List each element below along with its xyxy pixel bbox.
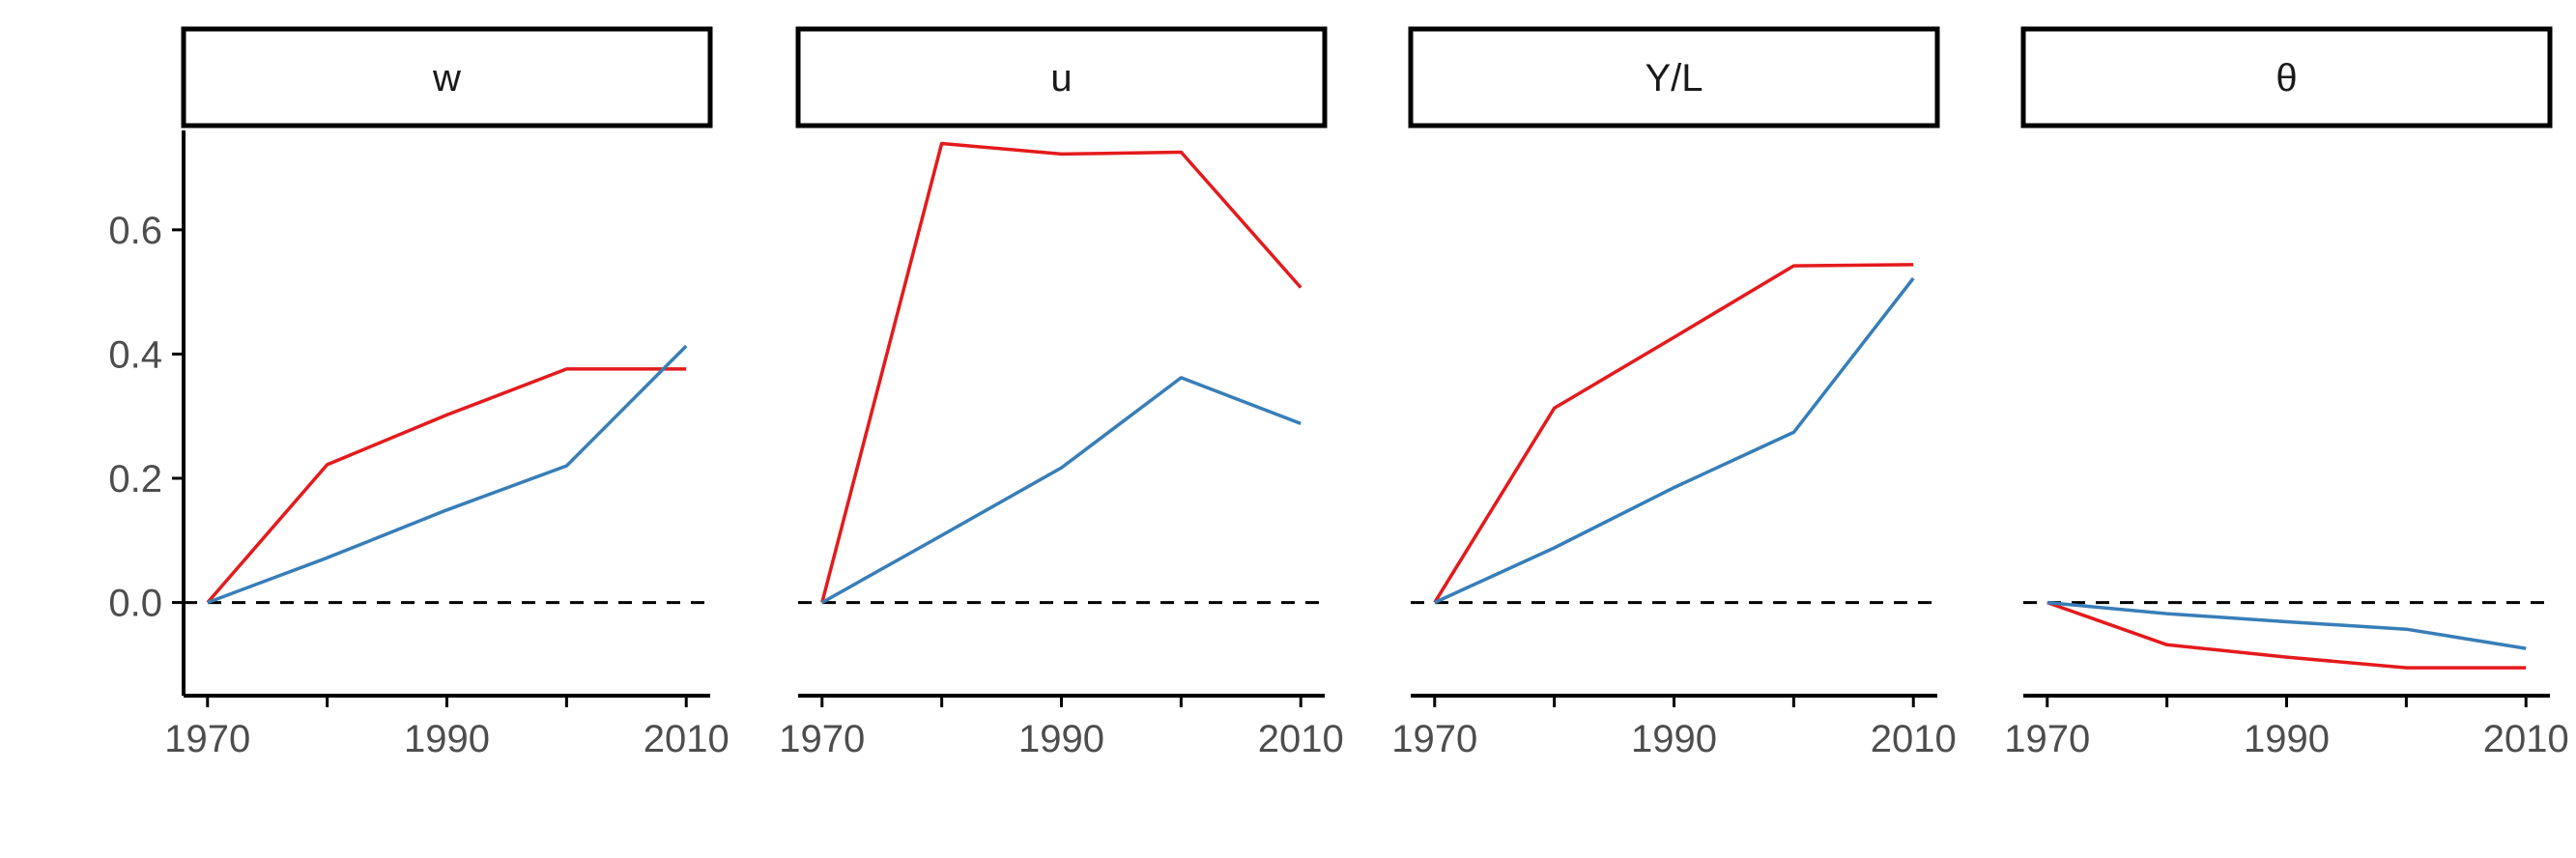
x-tick-label: 1990 <box>2244 718 2330 760</box>
facet-panel: u 1970 1990 2010 <box>779 26 1344 760</box>
x-tick-label: 1970 <box>164 718 250 760</box>
x-tick-label: 1990 <box>1018 718 1104 760</box>
series-line <box>2046 600 2527 650</box>
facet-panel: w 1970 1990 2010 0.0 0.2 0.4 0.6 <box>108 26 730 760</box>
x-tick-label: 1970 <box>2004 718 2090 760</box>
y-tick-label: 0.4 <box>108 333 162 376</box>
series-line <box>206 367 687 604</box>
facet-strip-label: w <box>432 57 461 100</box>
facet-panel: θ 1970 1990 2010 <box>2004 26 2569 760</box>
x-tick-label: 2010 <box>1258 718 1344 760</box>
series-line <box>207 344 688 605</box>
facet-strip-label: Y/L <box>1645 57 1703 100</box>
facet-strip-label: u <box>1050 57 1072 100</box>
facet-strip <box>1408 26 1940 129</box>
series-line <box>820 141 1302 604</box>
x-tick-label: 2010 <box>2483 718 2569 760</box>
x-tick-label: 1970 <box>1391 718 1477 760</box>
series-line <box>1433 263 1914 604</box>
facet-strip-label: θ <box>2275 57 2297 100</box>
y-tick-label: 0.6 <box>108 210 162 252</box>
y-tick-label: 0.2 <box>108 458 162 500</box>
x-tick-label: 1970 <box>779 718 865 760</box>
series-line <box>1434 276 1915 605</box>
facet-strip <box>795 26 1328 129</box>
x-tick-label: 2010 <box>1871 718 1957 760</box>
y-tick-label: 0.0 <box>108 583 162 625</box>
x-tick-label: 1990 <box>404 718 490 760</box>
facet-strip <box>2020 26 2553 129</box>
facet-strip <box>181 26 713 129</box>
x-tick-label: 2010 <box>644 718 730 760</box>
facet-panel: Y/L 1970 1990 2010 <box>1391 26 1957 760</box>
series-line <box>2046 600 2527 670</box>
x-tick-label: 1990 <box>1631 718 1717 760</box>
series-line <box>820 376 1302 605</box>
